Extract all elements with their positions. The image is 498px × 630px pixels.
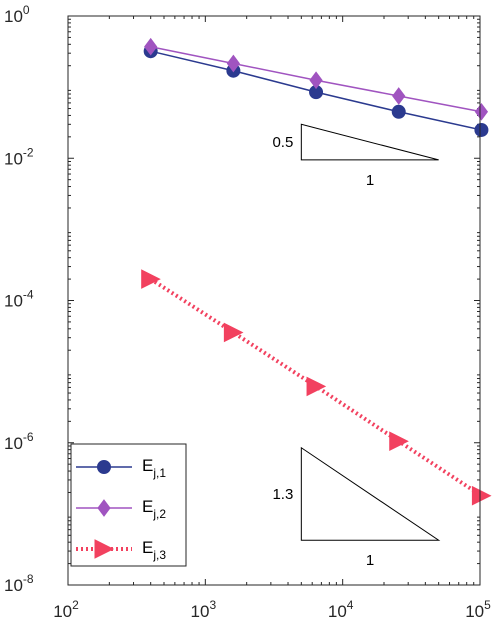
slope-triangles: 0.5 1 1.3 1 [272,123,441,569]
slope-label: 0.5 [272,134,293,151]
plot-frame [67,15,481,586]
legend-marker-2 [97,499,111,517]
series-1-point [474,122,489,137]
x-tick-label: 102 [53,598,79,621]
y-tick-label: 10-2 [4,145,34,168]
run-label: 1 [366,552,374,569]
slope-triangle [300,446,441,541]
x-axis-ticks: 102 103 104 105 [53,16,491,621]
y-tick-label: 10-6 [4,430,34,453]
slope-label: 1.3 [272,486,293,503]
series-1-point [391,104,406,119]
legend-label-2: Ej,2 [142,497,166,521]
series-2-point [474,102,489,121]
series-group [141,37,492,506]
legend-marker-3 [94,539,115,559]
series-3-point [223,322,244,343]
series-3-point [389,431,409,452]
x-tick-label: 104 [328,598,354,621]
series-line-3 [149,277,483,498]
series-3-point [306,376,327,397]
legend: Ej,1 Ej,2 Ej,3 [70,443,187,567]
legend-box [70,443,187,567]
y-tick-label: 10-8 [4,572,34,595]
run-label: 1 [366,172,374,189]
series-3-point [141,269,161,289]
series-2-point [392,87,406,105]
legend-marker-1 [97,460,111,474]
y-tick-label: 10-4 [4,288,34,311]
series-2-point [226,54,240,73]
x-tick-label: 105 [465,598,491,621]
slope-triangle [300,123,439,161]
x-tick-label: 103 [191,598,217,621]
series-2-point [309,71,323,90]
y-tick-label: 100 [4,3,30,26]
series-2-point [144,37,158,56]
legend-label-1: Ej,1 [142,456,166,480]
legend-label-3: Ej,3 [142,538,166,562]
series-3-point [471,485,492,506]
